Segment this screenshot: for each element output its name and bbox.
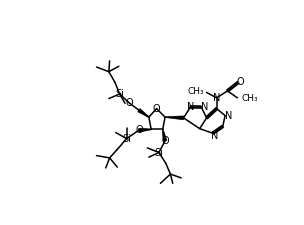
Text: N: N: [225, 110, 233, 121]
Text: Si: Si: [154, 148, 163, 157]
Text: CH₃: CH₃: [241, 94, 258, 103]
Text: O: O: [126, 98, 133, 108]
Text: O: O: [135, 125, 143, 135]
Text: N: N: [187, 102, 194, 112]
Polygon shape: [139, 128, 151, 132]
Text: Si: Si: [115, 89, 124, 99]
Polygon shape: [165, 116, 184, 120]
Text: N: N: [213, 93, 220, 103]
Text: O: O: [237, 77, 244, 87]
Text: Si: Si: [122, 134, 131, 144]
Text: O: O: [161, 136, 169, 146]
Text: CH₃: CH₃: [188, 87, 204, 96]
Text: O: O: [153, 104, 161, 114]
Polygon shape: [138, 109, 149, 117]
Text: N: N: [201, 102, 208, 112]
Text: N: N: [211, 131, 218, 141]
Polygon shape: [162, 129, 167, 141]
